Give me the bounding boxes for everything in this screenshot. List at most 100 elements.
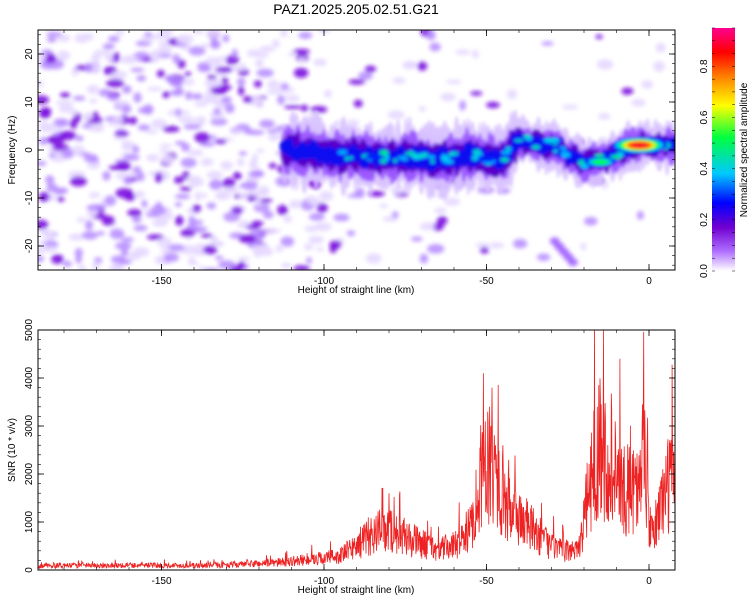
ridge-highlight	[616, 152, 625, 157]
noise-blob	[285, 94, 300, 102]
noise-blob	[106, 79, 125, 88]
noise-blob	[124, 193, 136, 201]
noise-blob	[223, 212, 241, 222]
noise-blob	[90, 54, 102, 63]
noise-blob	[174, 193, 191, 200]
noise-blob	[434, 207, 447, 214]
noise-blob	[174, 215, 184, 226]
noise-blob	[333, 213, 350, 222]
noise-blob	[158, 30, 174, 35]
noise-blob	[256, 148, 265, 153]
noise-blob	[179, 186, 192, 192]
noise-blob	[38, 53, 47, 62]
snr-y-ticks: 0 1000 2000 3000 4000 5000	[24, 318, 675, 573]
noise-blob	[595, 34, 603, 40]
noise-blob	[115, 241, 132, 250]
heatmap-x-axis-label: Height of straight line (km)	[298, 285, 415, 296]
ridge-highlight	[382, 151, 389, 158]
noise-blob	[224, 55, 240, 65]
heatmap-x-ticks: -150 -100 -50 0	[63, 30, 652, 287]
noise-blob	[203, 245, 218, 255]
noise-blob	[324, 89, 332, 98]
noise-blob	[267, 79, 280, 90]
noise-blob	[72, 145, 85, 155]
noise-blob	[267, 129, 278, 134]
noise-blob	[214, 139, 227, 144]
noise-blob	[157, 237, 173, 248]
noise-blob	[248, 129, 265, 136]
noise-blob	[306, 257, 313, 264]
noise-blob	[56, 34, 71, 42]
noise-blob	[192, 30, 204, 35]
ridge-highlight	[471, 155, 479, 161]
noise-blob	[121, 104, 132, 114]
noise-blob	[209, 241, 222, 247]
noise-blob	[129, 116, 138, 125]
noise-blob	[101, 215, 115, 226]
noise-blob	[203, 93, 219, 104]
noise-blob	[197, 62, 210, 70]
noise-blob	[471, 49, 479, 59]
noise-blob	[567, 258, 578, 267]
noise-blob	[123, 176, 133, 185]
noise-blob	[230, 129, 244, 134]
x-tick-label: 0	[646, 276, 652, 287]
noise-blob	[46, 31, 63, 37]
noise-blob	[130, 67, 145, 73]
hotspot-blob	[478, 157, 495, 163]
noise-blob	[69, 119, 78, 129]
colorbar-tick-label: 0.0	[699, 264, 710, 278]
noise-blob	[111, 262, 121, 270]
noise-blob	[67, 170, 86, 179]
noise-blob	[91, 125, 100, 130]
noise-blob	[419, 253, 429, 264]
noise-blob	[259, 45, 275, 53]
noise-blob	[68, 233, 85, 241]
noise-blob	[176, 34, 194, 45]
snr-x-ticks: -150 -100 -50 0	[63, 330, 652, 587]
noise-blob	[235, 174, 243, 179]
noise-blob	[120, 247, 129, 257]
noise-blob	[329, 244, 337, 254]
noise-blob	[243, 95, 253, 103]
noise-blob	[580, 242, 587, 251]
hotspot-blob	[364, 154, 381, 160]
noise-blob	[74, 33, 89, 43]
noise-blob	[208, 135, 217, 140]
noise-blob	[281, 262, 292, 269]
noise-blob	[121, 237, 134, 243]
noise-blob	[88, 192, 101, 199]
noise-blob	[225, 103, 235, 114]
noise-blob	[177, 116, 196, 124]
noise-blob	[174, 86, 184, 96]
noise-blob	[210, 117, 228, 126]
noise-blob	[83, 153, 98, 163]
noise-blob	[513, 238, 528, 249]
noise-blob	[78, 264, 86, 270]
noise-blob	[223, 186, 240, 193]
noise-blob	[486, 101, 500, 109]
noise-blob	[200, 193, 208, 198]
colorbar-ticks: 0.0 0.2 0.4 0.6 0.8	[699, 27, 735, 278]
noise-blob	[200, 158, 214, 167]
noise-blob	[308, 213, 325, 221]
noise-blob	[43, 54, 57, 64]
noise-blob	[598, 113, 611, 120]
y-tick-label: 5000	[24, 318, 35, 341]
noise-blob	[277, 204, 288, 216]
noise-blob	[145, 212, 160, 218]
noise-blob	[133, 247, 150, 257]
noise-blob	[222, 34, 230, 43]
noise-blob	[144, 32, 153, 37]
noise-blob	[40, 107, 52, 115]
noise-blob	[112, 115, 124, 124]
noise-blob	[289, 199, 302, 209]
noise-blob	[123, 154, 140, 161]
noise-blob	[239, 63, 246, 71]
noise-blob	[280, 83, 289, 90]
noise-blob	[307, 199, 322, 205]
noise-blob	[316, 247, 325, 252]
x-tick-label: -100	[314, 576, 334, 587]
noise-blob	[198, 266, 206, 270]
x-tick-label: 0	[646, 576, 652, 587]
